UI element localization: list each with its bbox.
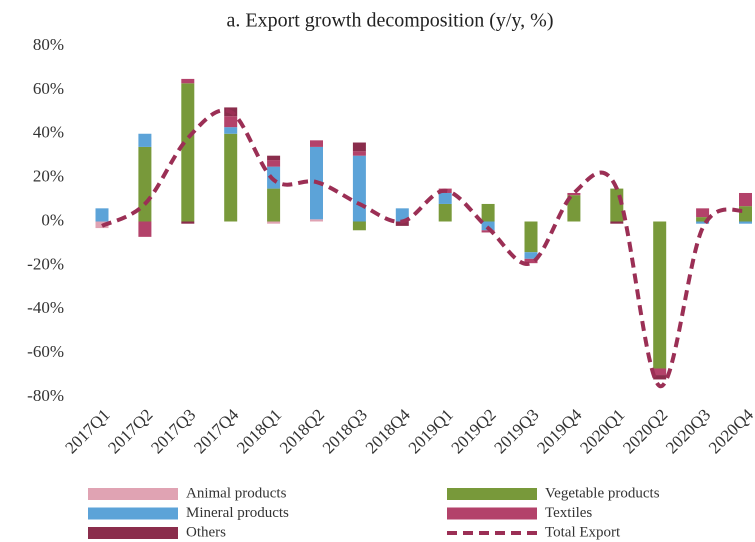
x-tick-label: 2018Q4 bbox=[362, 405, 415, 458]
legend-label: Vegetable products bbox=[545, 485, 660, 501]
x-tick-label: 2019Q1 bbox=[405, 405, 457, 457]
legend-swatch bbox=[88, 488, 178, 500]
bar-segment bbox=[524, 252, 538, 259]
bar-segment bbox=[310, 140, 323, 147]
x-tick-label: 2020Q1 bbox=[576, 405, 628, 457]
y-tick-label: -20% bbox=[27, 254, 64, 273]
bar-segment bbox=[696, 221, 710, 224]
legend-swatch bbox=[447, 507, 537, 520]
bar-segment bbox=[524, 258, 538, 264]
bar-segment bbox=[653, 368, 667, 376]
bar-segment bbox=[267, 221, 281, 224]
legend-label: Mineral products bbox=[186, 505, 289, 521]
x-tick-label: 2017Q4 bbox=[190, 405, 243, 458]
bar-segment bbox=[696, 208, 710, 218]
x-tick-label: 2020Q4 bbox=[705, 405, 755, 458]
legend-label: Total Export bbox=[545, 524, 621, 540]
y-tick-label: 40% bbox=[33, 123, 64, 142]
legend-label: Others bbox=[186, 524, 226, 540]
x-tick-label: 2020Q3 bbox=[662, 405, 714, 457]
bar-segment bbox=[739, 221, 752, 224]
y-tick-label: -40% bbox=[27, 298, 64, 317]
bar-segment bbox=[224, 116, 238, 128]
bar-segment bbox=[395, 208, 409, 222]
bar-segment bbox=[267, 155, 281, 161]
y-tick-label: -60% bbox=[27, 342, 64, 361]
x-tick-label: 2017Q2 bbox=[104, 405, 156, 457]
bar-segment bbox=[224, 133, 238, 222]
y-tick-label: 20% bbox=[33, 167, 64, 186]
x-tick-label: 2020Q2 bbox=[619, 405, 671, 457]
y-tick-label: 80% bbox=[33, 35, 64, 54]
bar-segment bbox=[481, 221, 495, 231]
bar-segment bbox=[267, 188, 281, 222]
legend-swatch bbox=[88, 527, 178, 539]
bar-segment bbox=[95, 208, 109, 222]
bar-segment bbox=[352, 151, 366, 156]
bar-segment bbox=[739, 206, 752, 222]
bar-segment bbox=[181, 83, 195, 222]
x-tick-label: 2019Q3 bbox=[490, 405, 542, 457]
bar-segment bbox=[524, 221, 538, 253]
bar-segment bbox=[696, 217, 710, 222]
y-tick-label: 0% bbox=[41, 210, 64, 229]
x-tick-label: 2018Q2 bbox=[276, 405, 328, 457]
bar-segment bbox=[481, 203, 495, 222]
legend-swatch bbox=[447, 488, 537, 500]
bar-segment bbox=[138, 133, 152, 147]
bar-segment bbox=[138, 221, 152, 237]
x-tick-label: 2019Q4 bbox=[533, 405, 586, 458]
bar-segment bbox=[739, 192, 752, 207]
legend-swatch bbox=[88, 507, 178, 520]
y-tick-label: 60% bbox=[33, 79, 64, 98]
y-tick-label: -80% bbox=[27, 386, 64, 405]
legend-label: Textiles bbox=[545, 505, 592, 521]
bar-segment bbox=[352, 221, 366, 231]
bar-segment bbox=[438, 203, 452, 222]
bar-segment bbox=[481, 230, 495, 233]
bar-segment bbox=[438, 192, 452, 204]
bar-segment bbox=[181, 78, 195, 84]
bar-segment bbox=[395, 221, 409, 226]
legend-label: Animal products bbox=[186, 485, 287, 501]
bar-segment bbox=[310, 219, 323, 222]
bar-segment bbox=[352, 142, 366, 152]
x-tick-label: 2017Q3 bbox=[147, 405, 199, 457]
bar-segment bbox=[567, 195, 581, 222]
chart-title: a. Export growth decomposition (y/y, %) bbox=[227, 10, 554, 32]
bar-segment bbox=[224, 127, 238, 134]
bar-segment bbox=[610, 221, 624, 224]
bar-segment bbox=[653, 375, 667, 380]
x-tick-label: 2017Q1 bbox=[61, 405, 113, 457]
bar-segment bbox=[181, 221, 195, 224]
x-tick-label: 2018Q1 bbox=[233, 405, 285, 457]
bar-segment bbox=[352, 155, 366, 222]
x-tick-label: 2019Q2 bbox=[448, 405, 500, 457]
bar-segment bbox=[567, 192, 581, 196]
x-tick-label: 2018Q3 bbox=[319, 405, 371, 457]
bar-segment bbox=[267, 160, 281, 167]
total-line bbox=[101, 108, 747, 389]
bar-segment bbox=[653, 221, 667, 369]
